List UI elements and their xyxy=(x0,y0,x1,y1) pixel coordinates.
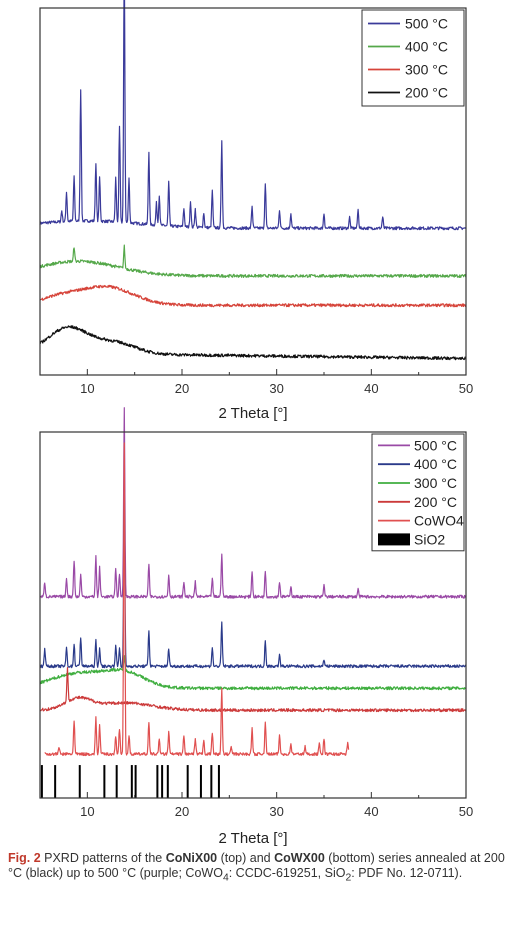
legend-entry: SiO2 xyxy=(414,531,445,547)
x-tick-label: 10 xyxy=(80,381,94,396)
legend-entry: 400 °C xyxy=(405,39,448,55)
x-tick-label: 10 xyxy=(80,804,94,819)
legend-box xyxy=(371,433,465,552)
x-axis-title: 2 Theta [°] xyxy=(218,405,287,422)
series-200-c xyxy=(39,325,467,361)
legend-entry: 300 °C xyxy=(414,475,457,491)
chart-bottom: 10 20 30 40 50 2 Theta [°] 500 °C 400 °C 300 °C 2… xyxy=(39,407,473,847)
series-400-c xyxy=(39,244,467,278)
figure-label: Fig. 2 xyxy=(8,851,41,865)
x-tick-label: 30 xyxy=(269,804,283,819)
x-tick-label: 50 xyxy=(459,804,473,819)
x-tick-label: 30 xyxy=(269,381,283,396)
caption-text-5: : PDF No. 12-0711). xyxy=(351,866,463,880)
series-cowo4 xyxy=(44,442,350,757)
caption-text-2: (top) and xyxy=(217,851,275,865)
x-axis-title: 2 Theta [°] xyxy=(218,830,287,847)
series-line xyxy=(39,325,467,361)
caption-subscript-2: 2 xyxy=(345,872,352,884)
legend-entry: 500 °C xyxy=(414,437,457,453)
legend-swatch xyxy=(378,533,410,546)
legend-entry: 200 °C xyxy=(414,494,457,510)
series-500-c xyxy=(39,407,467,599)
series-line xyxy=(39,0,467,231)
x-tick-label: 40 xyxy=(364,381,378,396)
series-400-c xyxy=(39,483,467,669)
legend-entry: CoWO4 xyxy=(414,513,464,529)
series-line xyxy=(39,407,467,599)
series-line xyxy=(44,442,350,757)
series-line xyxy=(39,244,467,278)
legend-entry: 200 °C xyxy=(405,85,448,101)
caption-subscript-1: 4 xyxy=(222,872,229,884)
series-sio2 xyxy=(40,765,220,798)
caption-text-4: : CCDC-619251, SiO xyxy=(228,866,346,880)
legend: 500 °C 400 °C 300 °C 200 °C xyxy=(361,9,465,107)
plot-frame xyxy=(39,7,467,376)
x-tick-label: 40 xyxy=(364,804,378,819)
legend-entry: 500 °C xyxy=(405,16,448,32)
chart-top: 10 20 30 40 50 2 Theta [°] 500 °C 400 °C 300 °C 2… xyxy=(39,0,473,422)
legend-entry: 400 °C xyxy=(414,456,457,472)
series-300-c xyxy=(39,284,467,308)
caption-text-3: (bottom) series annealed at 200 °C (blac… xyxy=(8,851,505,880)
figure-caption: Fig. 2 PXRD patterns of the CoNiX00 (top… xyxy=(8,851,513,886)
caption-series-1: CoNiX00 xyxy=(165,851,218,865)
series-500-c xyxy=(39,0,467,231)
caption-series-2: CoWX00 xyxy=(274,851,325,865)
series-line xyxy=(39,655,467,691)
series-200-c xyxy=(39,666,467,713)
legend-entry: 300 °C xyxy=(405,62,448,78)
legend: 500 °C 400 °C 300 °C 200 °C CoWO4 SiO2 xyxy=(371,433,465,552)
x-tick-label: 50 xyxy=(459,381,473,396)
plot-frame xyxy=(39,431,467,799)
x-tick-label: 20 xyxy=(175,381,189,396)
series-line xyxy=(39,483,467,669)
x-tick-label: 20 xyxy=(175,804,189,819)
series-line xyxy=(39,284,467,308)
caption-text-1: PXRD patterns of the xyxy=(40,851,166,865)
series-300-c xyxy=(39,655,467,691)
legend-box xyxy=(361,9,465,107)
series-line xyxy=(39,666,467,713)
